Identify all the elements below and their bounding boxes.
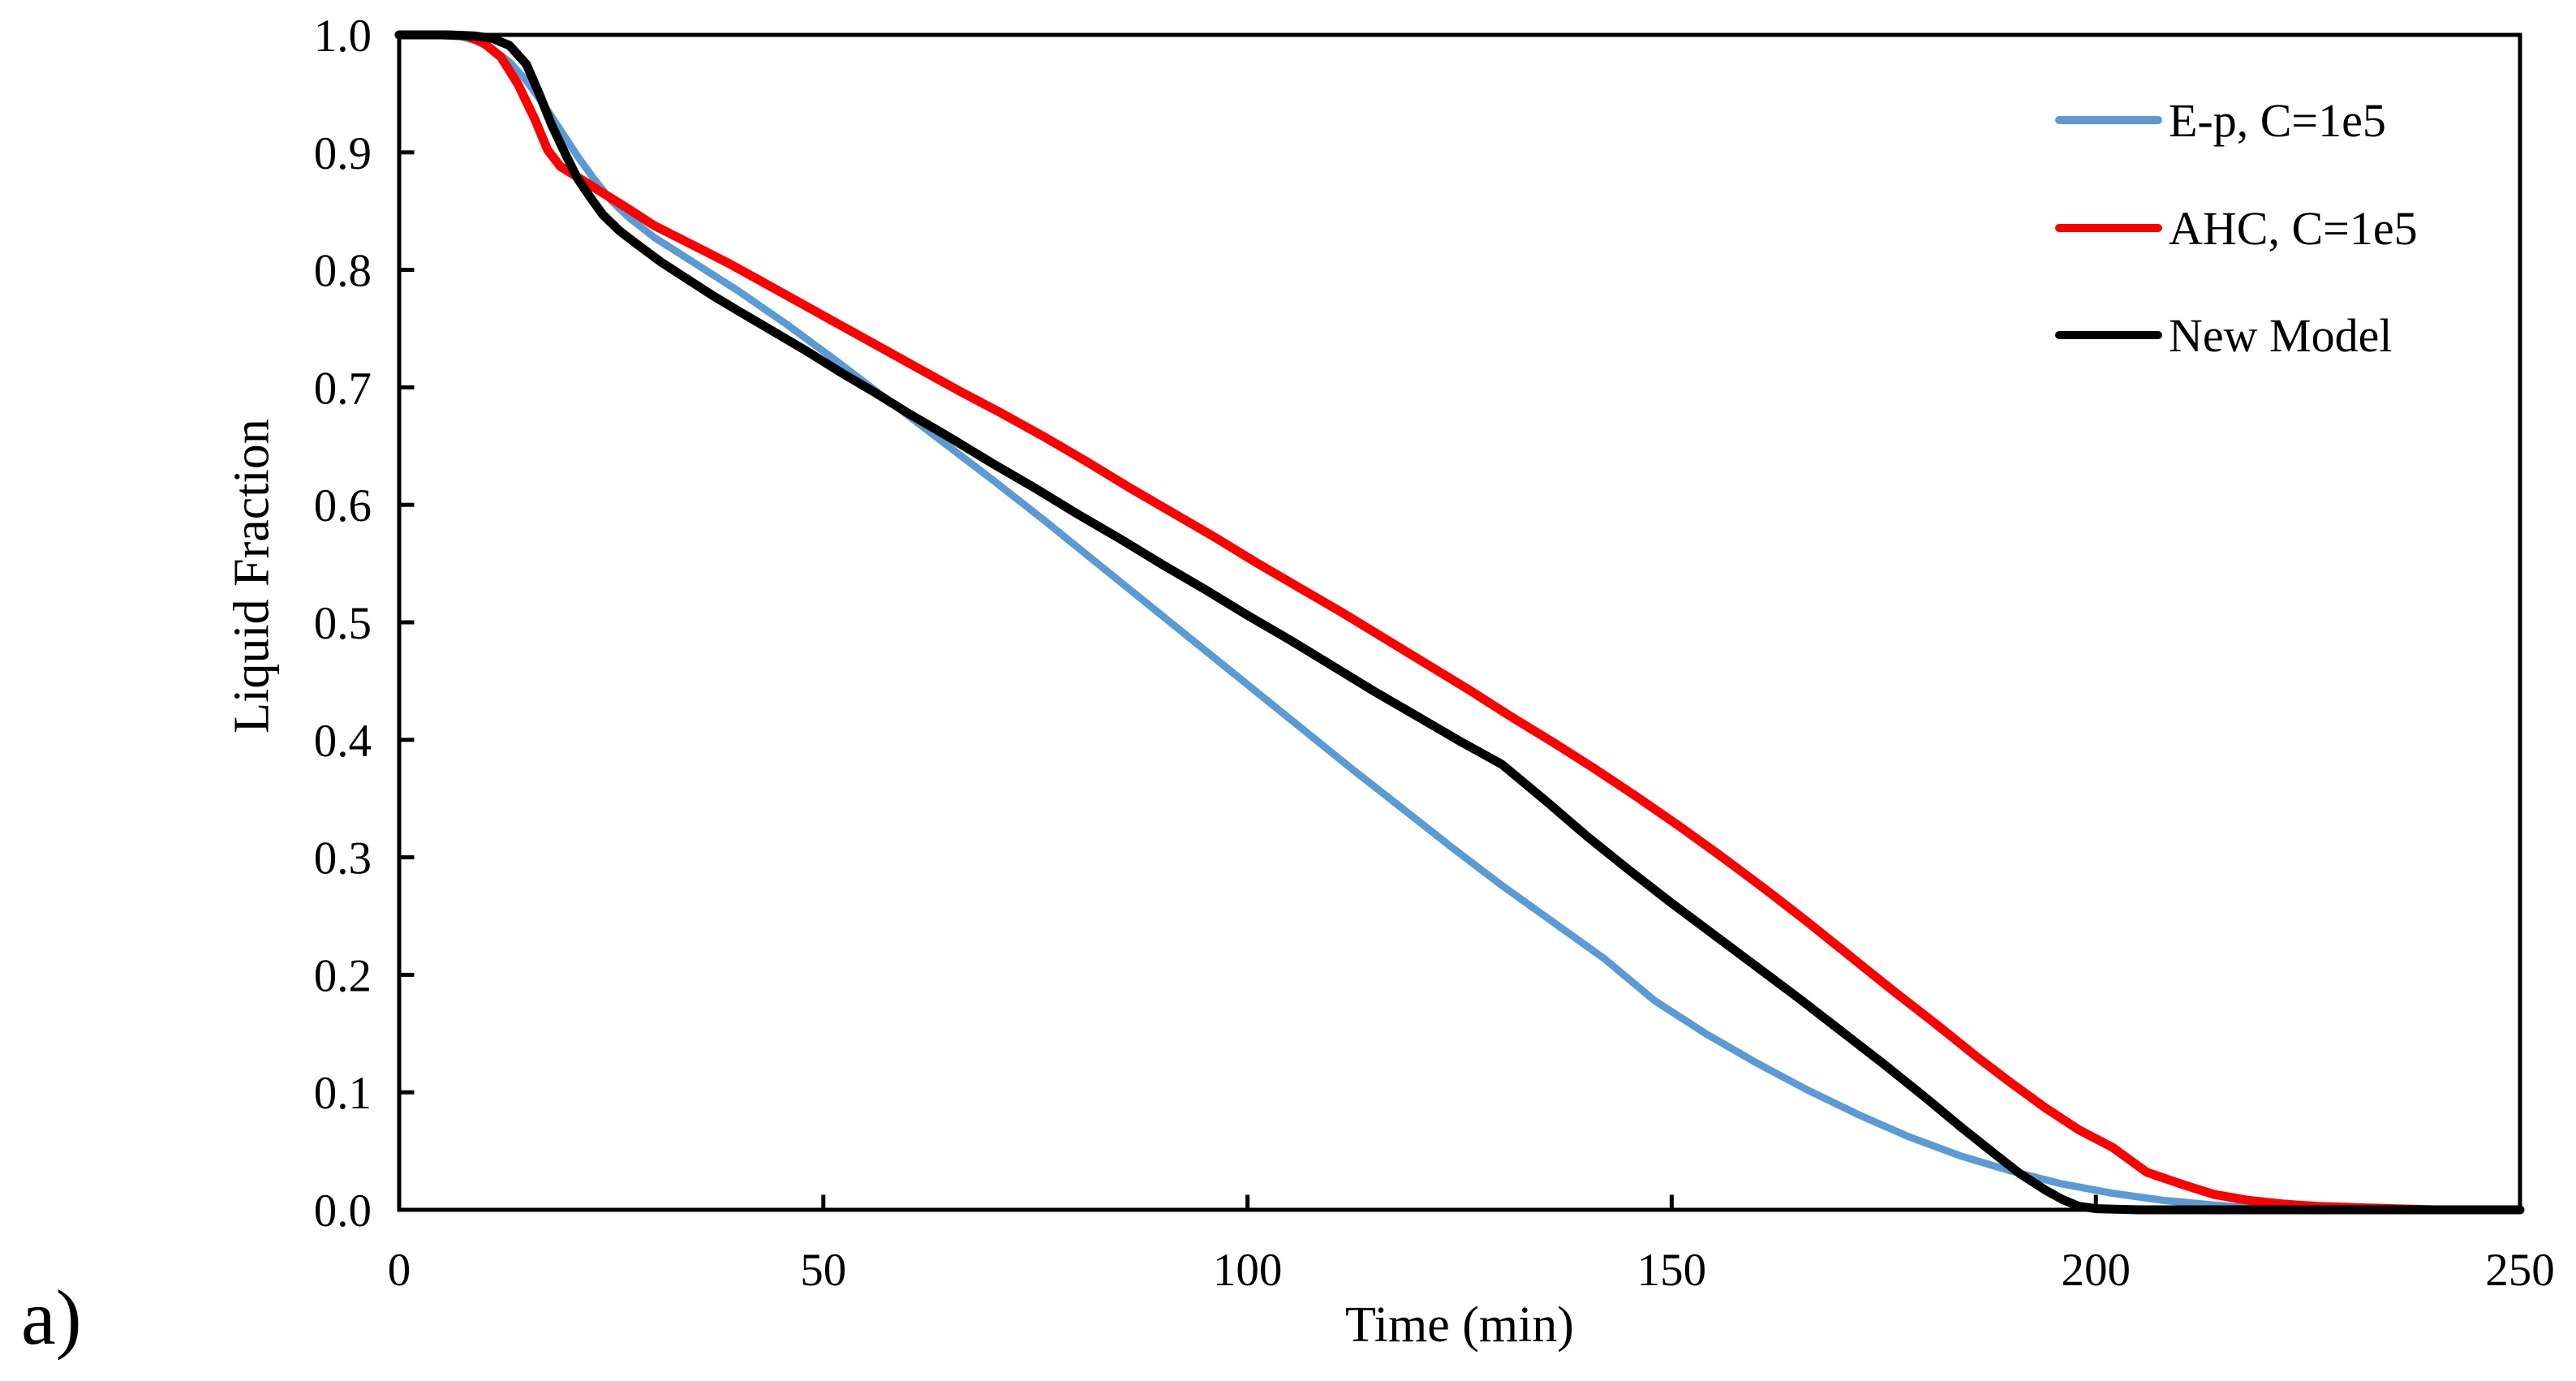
y-tick-label: 0.9	[314, 128, 372, 179]
x-tick-label: 150	[1637, 1245, 1707, 1296]
plot-border	[397, 32, 2522, 1212]
legend-label: New Model	[2169, 308, 2393, 362]
x-tick-label: 200	[2061, 1245, 2131, 1296]
y-tick-label: 0.4	[314, 716, 372, 767]
y-tick-label: 0.7	[314, 363, 372, 414]
y-tick-label: 0.6	[314, 480, 372, 531]
y-tick-label: 0.3	[314, 833, 372, 884]
legend-label: E-p, C=1e5	[2169, 93, 2386, 147]
y-tick-label: 0.8	[314, 246, 372, 297]
x-tick-label: 0	[388, 1245, 411, 1296]
series-line-2	[394, 30, 2525, 1215]
y-tick-label: 0.0	[314, 1185, 372, 1237]
x-tick-label: 100	[1213, 1245, 1283, 1296]
legend-label: AHC, C=1e5	[2169, 201, 2418, 255]
y-tick-label: 0.1	[314, 1068, 372, 1119]
legend-item-0: E-p, C=1e5	[2055, 91, 2386, 149]
y-tick-label: 0.5	[314, 598, 372, 649]
series-line-1	[394, 30, 2483, 1215]
y-tick-label: 1.0	[314, 11, 372, 62]
y-tick-label: 0.2	[314, 950, 372, 1001]
x-tick-label: 250	[2485, 1245, 2555, 1296]
legend-line-swatch	[2055, 331, 2162, 339]
legend-line-swatch	[2055, 224, 2162, 232]
x-tick-label: 50	[800, 1245, 846, 1296]
panel-label: a)	[21, 1274, 82, 1361]
legend-item-1: AHC, C=1e5	[2055, 199, 2418, 257]
legend-item-2: New Model	[2055, 306, 2392, 364]
legend-line-swatch	[2055, 116, 2162, 124]
x-axis-title: Time (min)	[1345, 1297, 1574, 1353]
y-axis-title: Liquid Fraction	[224, 419, 280, 734]
